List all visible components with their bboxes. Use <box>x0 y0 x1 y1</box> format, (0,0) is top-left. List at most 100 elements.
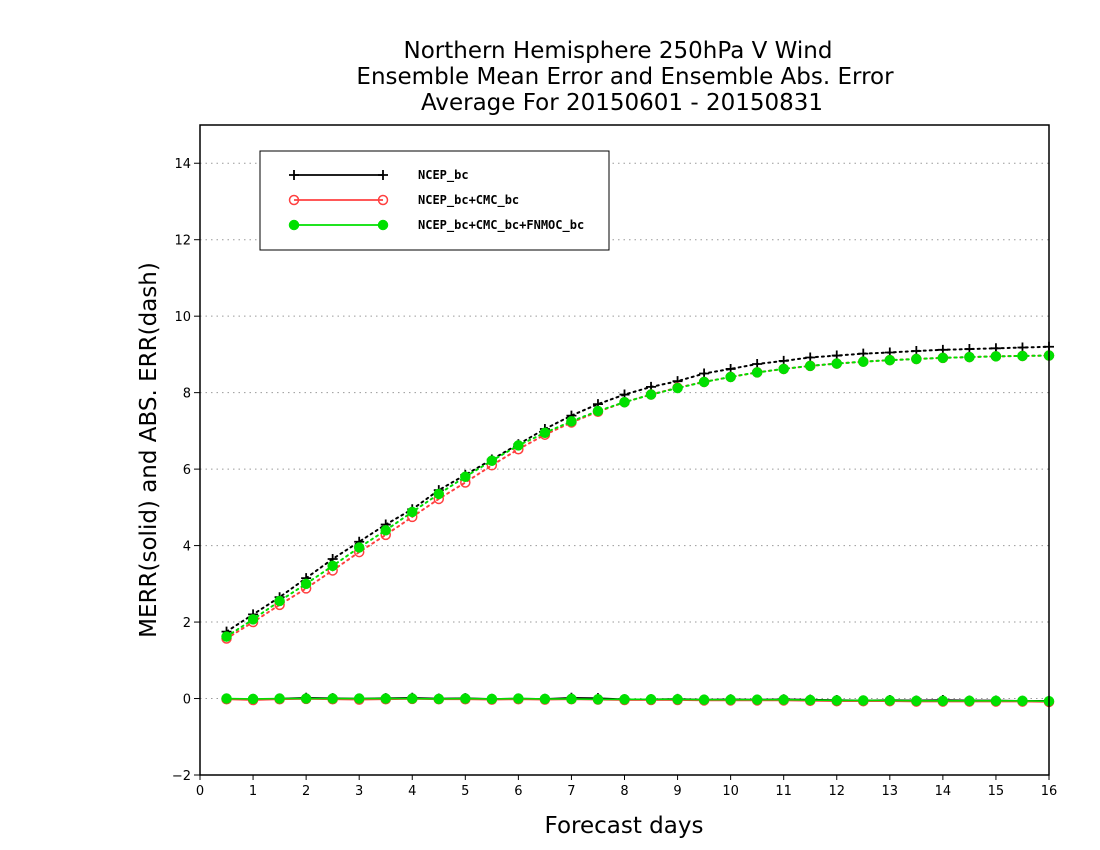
mean-err-point <box>672 694 683 705</box>
abs-err-point <box>407 506 418 518</box>
abs-err-point <box>990 351 1002 362</box>
y-tick-label: 14 <box>174 157 191 172</box>
x-tick-label: 9 <box>673 784 681 799</box>
x-tick-label: 0 <box>196 784 204 799</box>
mean-err-point <box>751 694 763 705</box>
x-tick-label: 11 <box>775 784 792 799</box>
title-line-2: Ensemble Mean Error and Ensemble Abs. Er… <box>356 64 894 90</box>
abs-err-point <box>274 595 285 607</box>
mean-err-point <box>645 694 657 705</box>
mean-err-point <box>274 693 285 704</box>
legend-label: NCEP_bc <box>418 168 469 183</box>
abs-err-point <box>353 542 365 553</box>
y-tick-label: 0 <box>183 693 191 708</box>
x-axis-label: Forecast days <box>545 813 704 839</box>
mean-err-point <box>539 693 551 705</box>
abs-err-point <box>619 396 630 408</box>
y-tick-label: 10 <box>174 310 191 325</box>
abs-err-point <box>698 376 710 388</box>
mean-err-point <box>460 693 471 704</box>
abs-err-point <box>858 356 869 367</box>
x-tick-label: 1 <box>249 784 257 799</box>
mean-err-point <box>300 693 312 704</box>
y-tick-label: 6 <box>183 463 191 478</box>
series-layer <box>221 341 1055 708</box>
abs-err-point <box>725 371 736 383</box>
x-tick-label: 15 <box>988 784 1005 799</box>
abs-err-point <box>380 525 391 536</box>
abs-err-point <box>884 354 896 366</box>
mean-err-point <box>990 695 1002 707</box>
chart-title: Northern Hemisphere 250hPa V Wind Ensemb… <box>356 38 894 116</box>
mean-err-point <box>592 694 604 705</box>
y-tick-label: 2 <box>183 616 191 631</box>
mean-err-point <box>433 693 445 705</box>
abs-err-point <box>433 488 445 500</box>
mean-err-point <box>831 695 842 706</box>
y-axis-label: MERR(solid) and ABS. ERR(dash) <box>136 262 162 638</box>
x-tick-label: 13 <box>882 784 899 799</box>
mean-err-point <box>698 694 710 705</box>
mean-err-point <box>911 695 922 707</box>
legend-marker <box>377 219 389 231</box>
abs-err-point <box>539 427 551 439</box>
mean-err-point <box>353 693 365 704</box>
legend: NCEP_bc NCEP_bc+CMC_bc NCEP_bc+CMC_bc+FNMO… <box>259 150 610 251</box>
x-tick-label: 7 <box>567 784 575 799</box>
abs-err-point <box>804 360 816 372</box>
x-tick-label: 10 <box>722 784 739 799</box>
mean-err-point <box>884 695 896 706</box>
legend-item: NCEP_bc+CMC_bc+FNMOC_bc <box>288 218 584 233</box>
y-tick-label: −2 <box>172 769 191 784</box>
abs-err-line <box>225 354 1050 638</box>
x-tick-label: 6 <box>514 784 522 799</box>
legend-label: NCEP_bc+CMC_bc+FNMOC_bc <box>418 218 584 233</box>
abs-err-point <box>221 631 232 642</box>
mean-err-point <box>937 695 949 707</box>
title-line-3: Average For 20150601 - 20150831 <box>421 90 823 116</box>
y-tick-label: 8 <box>183 387 191 402</box>
mean-err-point <box>566 693 577 705</box>
mean-err-point <box>619 694 630 705</box>
x-tick-label: 12 <box>828 784 845 799</box>
x-tick-label: 4 <box>408 784 416 799</box>
abs-err-line <box>225 345 1050 633</box>
legend-marker <box>288 219 300 231</box>
y-tick-label: 12 <box>174 234 191 249</box>
mean-err-point <box>380 693 391 704</box>
series-NCEP_bc+CMC_bc <box>221 350 1055 708</box>
abs-err-point <box>247 614 259 625</box>
legend-label: NCEP_bc+CMC_bc <box>418 193 519 208</box>
mean-err-point <box>247 693 259 705</box>
abs-err-point <box>964 351 975 363</box>
abs-err-point <box>592 405 604 417</box>
mean-err-point <box>964 695 975 707</box>
abs-err-line <box>225 354 1050 640</box>
mean-err-point <box>407 693 418 704</box>
plot-frame <box>199 124 1050 776</box>
mean-err-point <box>804 694 816 706</box>
abs-err-point <box>831 358 842 369</box>
mean-err-point <box>725 694 736 705</box>
series-NCEP_bc <box>221 341 1054 706</box>
abs-err-point <box>911 353 922 365</box>
mean-err-point <box>486 693 498 705</box>
legend-marker <box>288 194 300 206</box>
y-tick-label: 4 <box>183 540 191 555</box>
abs-err-point <box>327 560 338 572</box>
abs-err-point <box>486 455 498 466</box>
abs-err-point <box>645 389 657 400</box>
mean-err-point <box>778 694 789 705</box>
x-tick-label: 14 <box>935 784 952 799</box>
mean-err-point <box>513 693 524 704</box>
abs-err-point <box>1017 350 1028 362</box>
abs-err-point <box>566 416 577 427</box>
abs-err-point <box>751 367 763 378</box>
legend-marker <box>289 170 299 180</box>
mean-err-point <box>1017 695 1028 707</box>
legend-marker <box>377 194 389 206</box>
series-NCEP_bc+CMC_bc+FNMOC_bc <box>221 350 1055 707</box>
x-tick-label: 3 <box>355 784 363 799</box>
abs-err-point <box>937 352 949 364</box>
